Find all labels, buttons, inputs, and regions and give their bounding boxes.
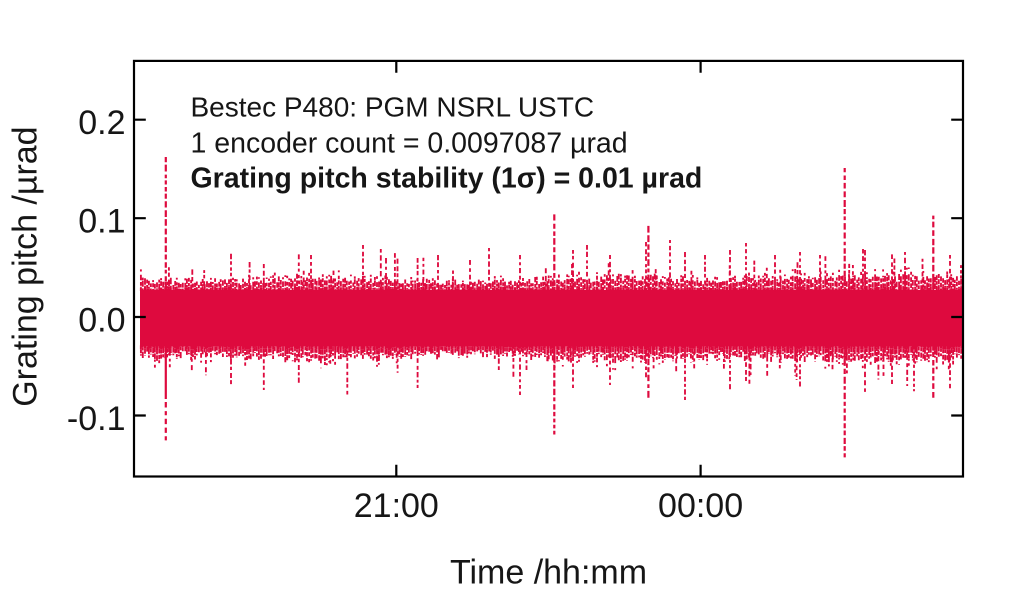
svg-text:Time /hh:mm: Time /hh:mm bbox=[450, 554, 647, 589]
svg-text:0.1: 0.1 bbox=[78, 203, 125, 241]
svg-text:Grating pitch stability (1σ) =: Grating pitch stability (1σ) = 0.01 µrad bbox=[191, 163, 703, 195]
svg-text:00:00: 00:00 bbox=[658, 487, 743, 525]
svg-text:Grating pitch /µrad: Grating pitch /µrad bbox=[7, 126, 45, 406]
svg-text:0.0: 0.0 bbox=[78, 301, 125, 339]
svg-text:1 encoder count = 0.0097087 µr: 1 encoder count = 0.0097087 µrad bbox=[191, 127, 628, 159]
svg-text:-0.1: -0.1 bbox=[67, 400, 126, 438]
svg-text:21:00: 21:00 bbox=[354, 487, 439, 525]
svg-text:0.2: 0.2 bbox=[78, 104, 125, 142]
svg-text:Bestec P480: PGM NSRL USTC: Bestec P480: PGM NSRL USTC bbox=[191, 92, 595, 123]
